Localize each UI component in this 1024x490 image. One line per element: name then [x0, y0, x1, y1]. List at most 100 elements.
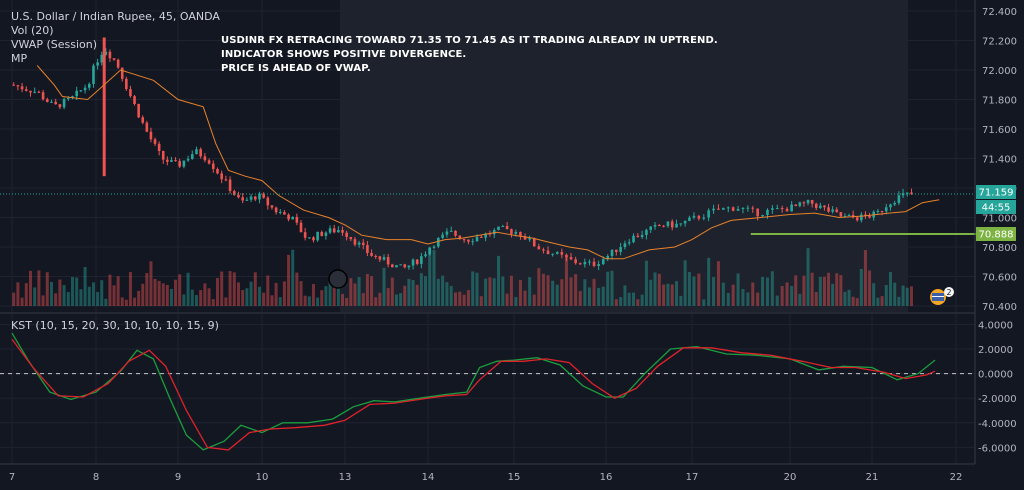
candle-body	[291, 216, 295, 220]
price-tick-label: 72.400	[982, 7, 1017, 18]
vwap-indicator-label[interactable]: VWAP (Session)	[11, 38, 98, 51]
candle-body	[54, 101, 57, 105]
volume-bar	[403, 285, 407, 306]
candle-body	[386, 257, 390, 265]
candle-body	[141, 117, 145, 123]
candle-body	[190, 154, 194, 159]
volume-bar	[215, 278, 219, 306]
price-tick-label: 71.400	[982, 154, 1017, 165]
volume-bar	[546, 275, 550, 306]
candle-body	[349, 237, 353, 240]
volume-bar	[232, 272, 236, 306]
volume-bar	[41, 295, 45, 306]
time-tick-label: 21	[866, 472, 879, 483]
volume-bar	[108, 274, 112, 306]
candle-body	[794, 204, 798, 206]
drag-handle[interactable]	[328, 269, 348, 289]
candle-body	[50, 101, 53, 103]
symbol-title[interactable]: U.S. Dollar / Indian Rupee, 45, OANDA	[11, 10, 220, 23]
volume-bar	[627, 292, 631, 306]
volume-bar	[492, 278, 496, 306]
candle-body	[399, 264, 402, 266]
candle-body	[649, 226, 653, 230]
volume-bar	[436, 278, 440, 306]
candle-body	[129, 89, 132, 97]
time-tick-label: 8	[93, 472, 99, 483]
volume-bar	[137, 290, 141, 306]
candle-body	[71, 96, 74, 99]
volume-bar	[203, 283, 207, 306]
volume-bar	[58, 279, 62, 306]
candle-body	[619, 247, 622, 252]
candle-body	[746, 207, 750, 209]
volume-bar	[33, 287, 37, 306]
volume-bar	[666, 283, 670, 306]
kst-legend[interactable]: KST (10, 15, 20, 30, 10, 10, 10, 15, 9)	[11, 319, 219, 332]
candle-body	[831, 209, 834, 212]
volume-bar	[324, 286, 328, 306]
volume-bar	[770, 271, 774, 306]
volume-bar	[746, 292, 750, 306]
kst-tick-label: 2.0000	[978, 345, 1013, 356]
volume-bar	[614, 299, 618, 306]
candles	[12, 37, 913, 271]
volume-bar	[54, 293, 58, 306]
volume-bar	[835, 273, 839, 306]
volume-bar	[70, 277, 74, 306]
volume-bar	[62, 285, 66, 306]
vwap-line	[36, 65, 940, 260]
kst-axis[interactable]: -6.0000 -4.0000 -2.0000 0.0000 2.0000 4.0000	[978, 320, 1017, 454]
volume-bar	[905, 287, 909, 306]
volume-bar	[649, 279, 653, 306]
candle-body	[726, 207, 730, 209]
candle-body	[653, 224, 657, 227]
candle-body	[736, 208, 740, 211]
time-axis[interactable]: 7 8 9 10 13 14 15 16 17 20 21 22	[9, 472, 963, 483]
volume-bar	[909, 286, 913, 306]
candle-body	[756, 208, 759, 217]
economic-events-badge[interactable]: 2	[930, 287, 954, 305]
price-tick-label: 72.000	[982, 66, 1017, 77]
volume-bar	[454, 292, 458, 306]
volume-bar	[806, 248, 810, 306]
candle-body	[116, 59, 120, 68]
candle-body	[312, 237, 315, 241]
last-price-label: 71.159	[979, 188, 1014, 199]
candle-body	[203, 156, 207, 161]
volume-bar	[353, 283, 357, 306]
chart-annotation[interactable]: USDINR FX RETRACING TOWARD 71.35 TO 71.4…	[221, 34, 718, 76]
candle-body	[441, 234, 444, 238]
candle-body	[195, 149, 198, 155]
volume-bar	[249, 281, 253, 306]
candle-body	[876, 211, 880, 213]
candle-body	[220, 173, 223, 180]
candle-body	[606, 255, 610, 260]
candle-body	[467, 239, 470, 242]
candle-body	[675, 223, 678, 228]
annotation-line-1: USDINR FX RETRACING TOWARD 71.35 TO 71.4…	[221, 35, 718, 46]
vol-indicator-label[interactable]: Vol (20)	[11, 24, 54, 37]
volume-bar	[741, 288, 745, 306]
candle-body	[697, 215, 701, 219]
volume-bar	[893, 282, 897, 306]
event-count: 2	[946, 288, 951, 297]
candle-body	[480, 236, 483, 238]
volume-bar	[445, 282, 449, 306]
candle-body	[403, 264, 407, 268]
candle-body	[345, 232, 348, 238]
price-axis[interactable]: 70.40070.60070.80071.00071.20071.40071.6…	[982, 7, 1017, 313]
volume-bar	[79, 289, 83, 306]
candle-body	[283, 212, 286, 215]
candle-body	[905, 192, 909, 194]
volume-bar	[253, 272, 257, 306]
volume-bar	[855, 298, 859, 306]
mp-indicator-label[interactable]: MP	[11, 52, 28, 65]
candle-body	[560, 252, 564, 255]
candle-body	[83, 87, 87, 91]
candle-body	[328, 228, 332, 233]
volume-bar	[199, 290, 203, 306]
candle-body	[627, 242, 631, 244]
candle-body	[702, 217, 706, 219]
price-tick-label: 71.000	[982, 213, 1017, 224]
volume-bar	[721, 282, 725, 306]
